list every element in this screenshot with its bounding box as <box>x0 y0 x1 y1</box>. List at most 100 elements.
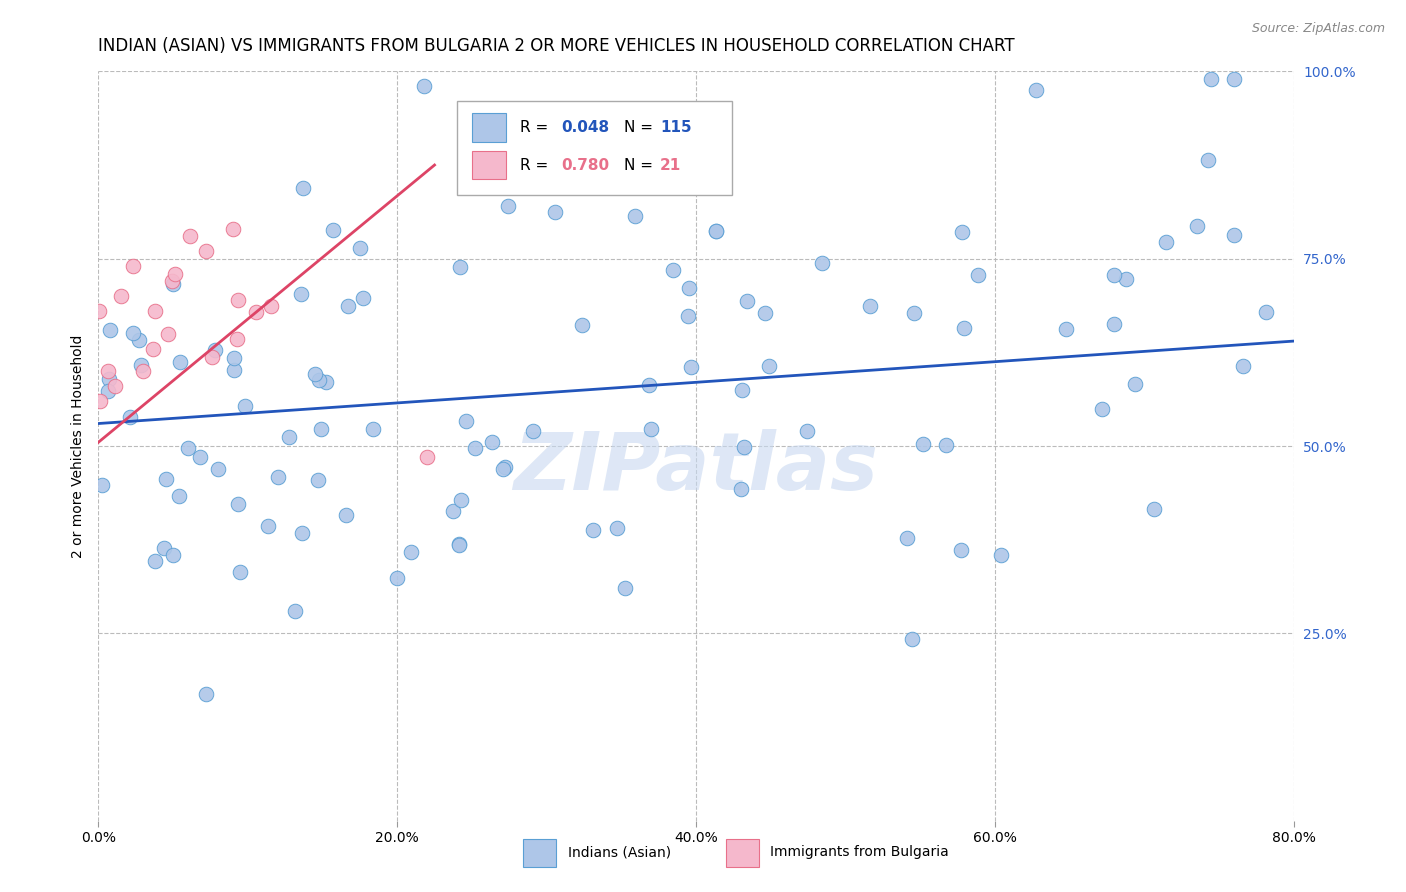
Point <box>679 360 702 375</box>
Point <box>481 435 503 450</box>
Point <box>571 318 593 333</box>
Text: 0.780: 0.780 <box>561 158 609 172</box>
Point <box>226 293 249 308</box>
Point <box>260 300 283 314</box>
Point <box>128 333 150 347</box>
Point <box>494 459 516 474</box>
Point <box>153 541 176 555</box>
Point <box>413 78 436 93</box>
Point <box>896 531 918 545</box>
Point <box>676 309 699 323</box>
Point <box>315 376 337 390</box>
Point <box>188 450 211 464</box>
Point <box>104 379 127 393</box>
Text: N =: N = <box>624 120 658 135</box>
Point <box>640 422 662 436</box>
Point <box>290 287 312 301</box>
Point <box>1054 322 1077 336</box>
Point <box>142 342 165 356</box>
Point <box>1102 268 1125 283</box>
Point <box>233 399 256 413</box>
Point <box>733 440 755 454</box>
Text: ZIPatlas: ZIPatlas <box>513 429 879 508</box>
Bar <box>523 838 557 867</box>
Point <box>1197 153 1219 168</box>
Point <box>441 503 464 517</box>
Point <box>704 224 727 238</box>
Point <box>449 538 471 552</box>
Point <box>1091 401 1114 416</box>
Text: Immigrants from Bulgaria: Immigrants from Bulgaria <box>770 845 949 859</box>
Point <box>201 350 224 364</box>
Point <box>256 518 278 533</box>
Point <box>352 291 374 305</box>
Point <box>1123 377 1146 392</box>
Y-axis label: 2 or more Vehicles in Household: 2 or more Vehicles in Household <box>70 334 84 558</box>
Point <box>582 523 605 537</box>
Point <box>195 687 218 701</box>
Point <box>543 205 565 219</box>
Point <box>226 497 249 511</box>
Point <box>98 372 121 386</box>
Text: 115: 115 <box>661 120 692 135</box>
Point <box>97 364 120 378</box>
Point <box>1254 304 1277 318</box>
Point <box>169 355 191 369</box>
Point <box>990 548 1012 562</box>
Text: Source: ZipAtlas.com: Source: ZipAtlas.com <box>1251 22 1385 36</box>
Point <box>89 304 111 318</box>
Point <box>416 450 439 465</box>
Point <box>222 221 245 235</box>
Text: R =: R = <box>520 120 554 135</box>
Text: N =: N = <box>624 158 658 172</box>
Point <box>110 289 132 303</box>
Text: R =: R = <box>520 158 554 172</box>
Bar <box>725 838 759 867</box>
Point <box>97 384 120 398</box>
Point <box>1104 317 1126 331</box>
Point <box>1223 71 1246 86</box>
Point <box>967 268 990 282</box>
Point <box>162 548 184 562</box>
Point <box>143 304 166 318</box>
Point <box>662 263 685 277</box>
Point <box>122 259 145 273</box>
Point <box>226 333 249 347</box>
Point <box>754 306 776 320</box>
Point <box>1222 227 1244 242</box>
Point <box>307 473 329 487</box>
Point <box>207 462 229 476</box>
Bar <box>472 113 506 142</box>
Point <box>245 305 267 319</box>
Point <box>131 358 153 372</box>
Point <box>1143 501 1166 516</box>
Point <box>950 543 973 558</box>
Point <box>449 260 471 274</box>
Point <box>89 394 111 409</box>
Point <box>796 425 818 439</box>
Text: Indians (Asian): Indians (Asian) <box>568 845 671 859</box>
Point <box>98 323 121 337</box>
Point <box>730 483 752 497</box>
Text: INDIAN (ASIAN) VS IMMIGRANTS FROM BULGARIA 2 OR MORE VEHICLES IN HOUSEHOLD CORRE: INDIAN (ASIAN) VS IMMIGRANTS FROM BULGAR… <box>98 37 1015 54</box>
Point <box>606 521 628 535</box>
Point <box>454 414 477 428</box>
Point <box>678 280 700 294</box>
Text: 21: 21 <box>661 158 682 172</box>
Point <box>613 581 636 595</box>
Point <box>901 632 924 647</box>
Point <box>706 224 728 238</box>
Point <box>224 351 246 365</box>
Point <box>447 537 470 551</box>
Point <box>450 493 472 508</box>
Point <box>322 222 344 236</box>
Point <box>935 438 957 452</box>
Point <box>361 422 384 436</box>
Point <box>194 244 217 259</box>
Point <box>155 472 177 486</box>
Point <box>903 306 925 320</box>
Point <box>162 274 184 288</box>
Point <box>399 545 422 559</box>
Point <box>464 442 486 456</box>
Point <box>229 566 252 580</box>
